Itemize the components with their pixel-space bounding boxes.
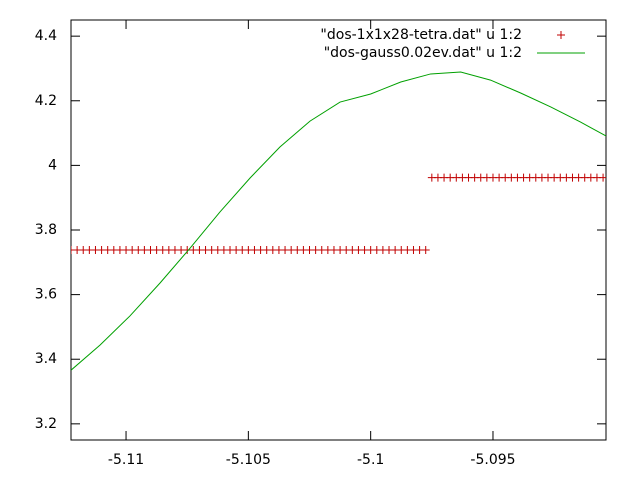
plot-border: [70, 19, 607, 441]
x-tick-label: -5.105: [226, 452, 271, 468]
y-tick-label: 3.4: [35, 351, 57, 367]
legend-label: "dos-gauss0.02ev.dat" u 1:2: [324, 45, 522, 61]
legend-label: "dos-1x1x28-tetra.dat" u 1:2: [320, 27, 522, 43]
y-tick-label: 3.8: [35, 222, 57, 238]
point-marker: [599, 173, 606, 182]
y-tick-label: 3.2: [35, 416, 57, 432]
plot-area: [71, 71, 606, 371]
x-tick-label: -5.11: [108, 452, 144, 468]
y-tick-label: 4: [48, 157, 57, 173]
y-tick-label: 3.6: [35, 287, 57, 303]
series-line: [71, 71, 606, 371]
point-marker: [421, 246, 430, 255]
x-tick-label: -5.095: [470, 452, 515, 468]
x-tick-label: -5.1: [357, 452, 384, 468]
y-tick-label: 4.4: [35, 28, 57, 44]
y-tick-label: 4.2: [35, 93, 57, 109]
legend-marker: [557, 31, 565, 39]
